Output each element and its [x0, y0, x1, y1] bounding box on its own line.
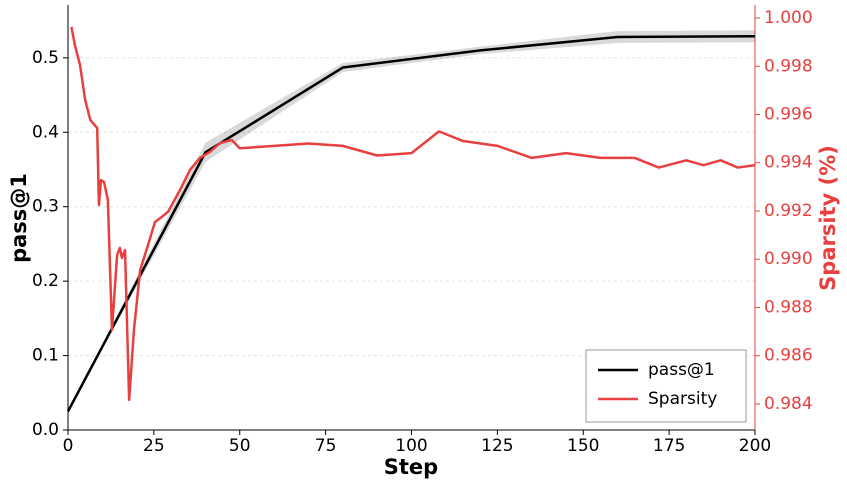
- error-band: [68, 30, 755, 412]
- y2-tick-label: 0.984: [764, 394, 813, 414]
- series-line: [66, 35, 756, 412]
- y-tick-label: 0.5: [32, 48, 59, 68]
- x-tick-label: 150: [567, 436, 599, 456]
- y2-tick-label: 0.998: [764, 56, 813, 76]
- x-tick-label: 100: [395, 436, 427, 456]
- y-tick-label: 0.3: [32, 197, 59, 217]
- x-tick-label: 125: [481, 436, 513, 456]
- x-tick-label: 200: [739, 436, 771, 456]
- y2-tick-label: 0.996: [764, 105, 813, 125]
- y2-tick-label: 1.000: [764, 8, 813, 28]
- y2-tick-label: 0.986: [764, 346, 813, 366]
- legend-label: Sparsity: [648, 389, 717, 409]
- legend-box: [585, 349, 747, 423]
- y2-tick-label: 0.992: [764, 201, 813, 221]
- x-tick-label: 25: [143, 436, 165, 456]
- y2-tick-label: 0.990: [764, 249, 813, 269]
- x-tick-label: 50: [229, 436, 251, 456]
- y-tick-label: 0.1: [32, 346, 59, 366]
- y2-tick-label: 0.988: [764, 297, 813, 317]
- y-axis-label: pass@1: [7, 173, 31, 263]
- series-line: [70, 26, 756, 402]
- y-tick-label: 0.2: [32, 271, 59, 291]
- y-tick-label: 0.4: [32, 122, 59, 142]
- x-tick-label: 175: [653, 436, 685, 456]
- legend-label: pass@1: [648, 360, 715, 380]
- y2-tick-label: 0.994: [764, 153, 813, 173]
- y-tick-label: 0.0: [32, 420, 59, 440]
- y2-axis-label: Sparsity (%): [816, 145, 840, 291]
- x-tick-label: 0: [63, 436, 74, 456]
- x-tick-label: 75: [315, 436, 337, 456]
- x-axis-label: Step: [384, 455, 438, 479]
